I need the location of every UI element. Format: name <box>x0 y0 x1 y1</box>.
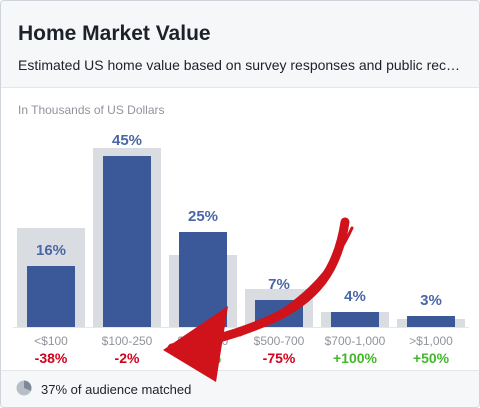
y-axis-label: In Thousands of US Dollars <box>18 103 165 117</box>
bar-value-label: 16% <box>35 242 67 259</box>
pie-chart-icon <box>16 380 32 396</box>
category-label: <$100 <box>34 334 68 348</box>
card-header: Home Market Value Estimated US home valu… <box>1 1 479 88</box>
category-label: $100-250 <box>101 334 153 348</box>
bar-value-label: 25% <box>187 208 219 225</box>
card-footer: 37% of audience matched <box>1 370 479 407</box>
bar-value-label: 45% <box>111 132 143 149</box>
delta-label: +32% <box>184 350 222 366</box>
delta-label: +100% <box>333 350 377 366</box>
bar-700-1-000 <box>331 312 379 327</box>
bar-1-000 <box>407 316 455 327</box>
category-label: $250-500 <box>177 334 229 348</box>
category-label: $500-700 <box>253 334 305 348</box>
bar-value-label: 4% <box>344 288 366 305</box>
delta-label: -2% <box>114 350 140 366</box>
category-label: $700-1,000 <box>324 334 386 348</box>
bar-500-700 <box>255 300 303 327</box>
bar-250-500 <box>179 232 227 327</box>
bar-value-label: 3% <box>420 292 442 309</box>
chart-baseline <box>13 327 469 328</box>
audience-matched-text: 37% of audience matched <box>41 382 192 397</box>
bar-100-250 <box>103 156 151 327</box>
bar-value-label: 7% <box>268 276 290 293</box>
card-title: Home Market Value <box>18 22 211 45</box>
delta-label: +50% <box>412 350 450 366</box>
delta-label: -38% <box>34 350 68 366</box>
category-label: >$1,000 <box>409 334 453 348</box>
delta-label: -75% <box>262 350 296 366</box>
card-subtitle: Estimated US home value based on survey … <box>18 57 464 73</box>
bar-100 <box>27 266 75 327</box>
